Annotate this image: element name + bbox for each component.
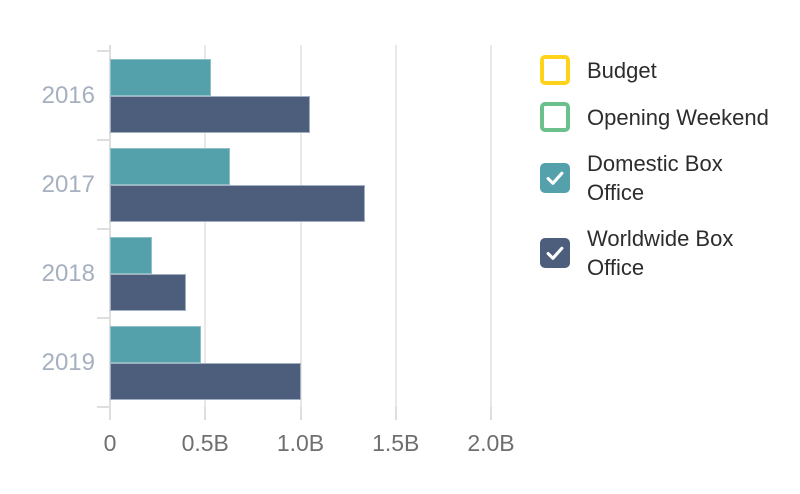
gridline bbox=[490, 45, 492, 407]
legend-label: Worldwide Box Office bbox=[587, 226, 734, 280]
x-axis-tick bbox=[109, 407, 111, 420]
x-axis-tick bbox=[394, 407, 397, 420]
y-axis-tick bbox=[97, 139, 110, 141]
x-axis-tick-label: 0 bbox=[103, 430, 117, 456]
year-label-2016: 2016 bbox=[41, 81, 95, 109]
checkmark-icon bbox=[546, 171, 564, 185]
checkbox-checked[interactable] bbox=[540, 163, 570, 193]
bar-worldwide-box-office-2016 bbox=[110, 95, 311, 133]
year-label-2018: 2018 bbox=[41, 259, 95, 287]
y-axis-tick bbox=[97, 317, 110, 319]
x-axis-tick-label: 0.5B bbox=[181, 430, 229, 456]
legend-item-opening-weekend[interactable]: Opening Weekend bbox=[540, 102, 782, 132]
x-axis-tick-label: 2.0B bbox=[467, 430, 515, 456]
bar-worldwide-box-office-2018 bbox=[110, 273, 187, 311]
year-label-2019: 2019 bbox=[41, 348, 95, 376]
year-label-2017: 2017 bbox=[41, 170, 95, 198]
legend: Budget Opening Weekend Domestic Box Office… bbox=[540, 55, 782, 282]
bar-worldwide-box-office-2017 bbox=[110, 184, 366, 222]
bar-domestic-box-office-2019 bbox=[110, 325, 202, 363]
legend-label: Budget bbox=[587, 57, 657, 83]
gridline bbox=[299, 45, 302, 407]
gridline bbox=[394, 45, 397, 407]
legend-item-domestic-box-office[interactable]: Domestic Box Office bbox=[540, 149, 782, 207]
bar-domestic-box-office-2016 bbox=[110, 58, 211, 96]
legend-label: Domestic Box Office bbox=[587, 151, 723, 205]
bar-domestic-box-office-2018 bbox=[110, 236, 152, 274]
checkmark-icon bbox=[546, 246, 564, 260]
x-axis-tick bbox=[299, 407, 302, 420]
legend-item-budget[interactable]: Budget bbox=[540, 55, 782, 85]
x-axis-tick-label: 1.0B bbox=[276, 430, 325, 456]
gridline bbox=[204, 45, 207, 407]
legend-item-worldwide-box-office[interactable]: Worldwide Box Office bbox=[540, 224, 782, 282]
checkbox-checked[interactable] bbox=[540, 238, 570, 268]
bar-domestic-box-office-2017 bbox=[110, 147, 230, 185]
checkbox-unchecked[interactable] bbox=[540, 55, 570, 85]
legend-label: Opening Weekend bbox=[587, 104, 769, 130]
x-axis-tick bbox=[204, 407, 207, 420]
y-axis-tick bbox=[97, 406, 110, 408]
x-axis-tick-label: 1.5B bbox=[372, 430, 420, 456]
x-axis-tick bbox=[490, 407, 492, 420]
y-axis-line bbox=[109, 45, 111, 407]
bar-worldwide-box-office-2019 bbox=[110, 362, 301, 400]
y-axis-tick bbox=[97, 228, 110, 230]
checkbox-unchecked[interactable] bbox=[540, 102, 570, 132]
y-axis-tick bbox=[97, 50, 110, 52]
